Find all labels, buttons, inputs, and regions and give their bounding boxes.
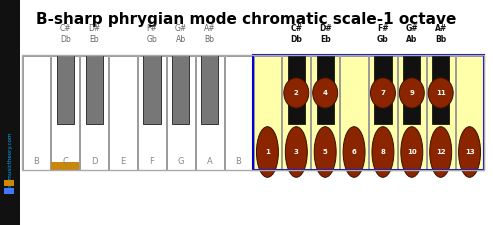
Text: Db: Db xyxy=(60,35,70,44)
Bar xyxy=(109,56,137,169)
Bar xyxy=(57,55,74,124)
Text: 8: 8 xyxy=(381,149,386,155)
Text: B#: B# xyxy=(463,157,476,166)
Ellipse shape xyxy=(370,78,395,108)
Text: 1: 1 xyxy=(265,149,270,155)
Text: C#: C# xyxy=(60,24,71,33)
Bar xyxy=(311,56,339,169)
Bar xyxy=(432,55,449,124)
Ellipse shape xyxy=(313,78,338,108)
Ellipse shape xyxy=(401,127,423,177)
Text: 2: 2 xyxy=(294,90,299,96)
Text: D#: D# xyxy=(88,24,100,33)
Text: B-sharp phrygian mode chromatic scale-1 octave: B-sharp phrygian mode chromatic scale-1 … xyxy=(36,12,457,27)
Ellipse shape xyxy=(285,127,307,177)
Text: Db: Db xyxy=(290,35,302,44)
Text: G: G xyxy=(177,157,184,166)
Text: G#: G# xyxy=(175,24,187,33)
Bar xyxy=(225,56,252,169)
Text: D: D xyxy=(91,157,98,166)
Text: A: A xyxy=(207,157,212,166)
Text: 6: 6 xyxy=(352,149,356,155)
Text: 5: 5 xyxy=(323,149,327,155)
Ellipse shape xyxy=(399,78,424,108)
Bar xyxy=(51,56,79,169)
Text: D#: D# xyxy=(319,24,332,33)
Text: D: D xyxy=(293,157,300,166)
Text: 12: 12 xyxy=(436,149,446,155)
Bar xyxy=(0,0,20,225)
Bar xyxy=(374,55,391,124)
Bar xyxy=(427,56,455,169)
Bar xyxy=(23,56,50,169)
Text: C#: C# xyxy=(290,24,302,33)
Text: F: F xyxy=(352,157,356,166)
Text: G: G xyxy=(380,157,386,166)
Bar xyxy=(4,180,14,186)
Bar xyxy=(398,56,426,169)
Bar xyxy=(317,55,334,124)
Text: 3: 3 xyxy=(294,149,299,155)
Bar xyxy=(340,56,368,169)
Text: A#: A# xyxy=(204,24,215,33)
Text: 11: 11 xyxy=(436,90,446,96)
Text: Ab: Ab xyxy=(406,35,418,44)
Ellipse shape xyxy=(372,127,394,177)
Bar xyxy=(403,55,421,124)
Bar xyxy=(456,56,484,169)
Text: Gb: Gb xyxy=(146,35,157,44)
Text: Eb: Eb xyxy=(89,35,99,44)
Text: basicmusictheory.com: basicmusictheory.com xyxy=(7,131,12,193)
Bar xyxy=(253,55,484,170)
Bar xyxy=(22,55,484,170)
Bar xyxy=(253,56,282,169)
Bar xyxy=(172,55,189,124)
Text: E: E xyxy=(120,157,126,166)
Text: Ab: Ab xyxy=(176,35,186,44)
Bar xyxy=(253,55,484,170)
Bar xyxy=(201,55,218,124)
Text: B: B xyxy=(34,157,39,166)
Bar xyxy=(282,56,310,169)
Ellipse shape xyxy=(343,127,365,177)
Ellipse shape xyxy=(428,78,453,108)
Bar xyxy=(167,56,195,169)
Text: 7: 7 xyxy=(381,90,386,96)
Ellipse shape xyxy=(284,78,309,108)
Ellipse shape xyxy=(458,127,481,177)
Text: 4: 4 xyxy=(323,90,328,96)
Text: Bb: Bb xyxy=(435,35,446,44)
Text: F#: F# xyxy=(377,24,389,33)
Text: B: B xyxy=(236,157,242,166)
Bar xyxy=(85,55,103,124)
Bar xyxy=(51,162,79,170)
Bar xyxy=(138,56,166,169)
Text: C: C xyxy=(63,157,68,166)
Text: A: A xyxy=(409,157,415,166)
Bar xyxy=(143,55,161,124)
Text: 13: 13 xyxy=(465,149,474,155)
Bar xyxy=(369,56,397,169)
Text: E: E xyxy=(322,157,328,166)
Ellipse shape xyxy=(430,127,452,177)
Text: B: B xyxy=(438,157,444,166)
Bar xyxy=(287,55,305,124)
Text: 9: 9 xyxy=(409,90,414,96)
Text: A#: A# xyxy=(434,24,447,33)
Ellipse shape xyxy=(256,127,279,177)
Text: Gb: Gb xyxy=(377,35,389,44)
Text: Bb: Bb xyxy=(205,35,214,44)
Text: F#: F# xyxy=(146,24,157,33)
Text: G#: G# xyxy=(406,24,418,33)
Text: 10: 10 xyxy=(407,149,417,155)
Bar xyxy=(196,56,224,169)
Ellipse shape xyxy=(314,127,336,177)
Text: B#: B# xyxy=(261,157,274,166)
Text: Eb: Eb xyxy=(320,35,331,44)
Bar xyxy=(80,56,108,169)
Bar xyxy=(4,188,14,194)
Text: F: F xyxy=(149,157,154,166)
